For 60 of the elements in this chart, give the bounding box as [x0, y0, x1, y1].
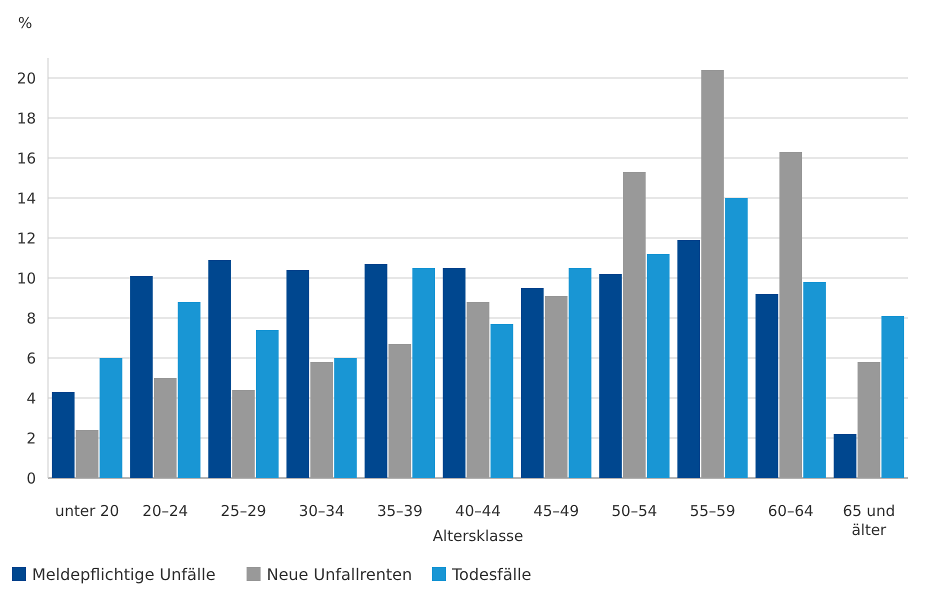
bar — [490, 324, 514, 478]
x-tick-label: 45–49 — [533, 502, 580, 520]
bar — [677, 240, 700, 478]
y-tick-label: 10 — [16, 269, 36, 288]
y-tick-label: 12 — [16, 229, 36, 248]
bar — [599, 274, 622, 478]
x-tick-label: 40–44 — [455, 502, 501, 520]
bar — [568, 268, 592, 478]
bar — [130, 276, 153, 478]
bar — [178, 302, 200, 478]
y-tick-label: 8 — [26, 309, 36, 328]
y-tick-label: 6 — [26, 349, 36, 368]
bar — [803, 282, 826, 478]
x-tick-label: 55–59 — [690, 502, 736, 520]
bar — [52, 392, 75, 478]
y-tick-label: 2 — [26, 429, 36, 448]
x-tick-label: 50–54 — [612, 502, 658, 520]
legend-label: Todesfälle — [451, 565, 532, 584]
x-axis-title: Altersklasse — [432, 527, 524, 545]
y-tick-label: 18 — [16, 109, 36, 128]
bar — [779, 152, 802, 478]
y-tick-label: 16 — [16, 149, 36, 168]
bar — [544, 296, 568, 478]
bar — [756, 294, 778, 478]
bar — [154, 378, 177, 478]
bar — [725, 198, 748, 478]
bar — [310, 362, 333, 478]
bar — [466, 302, 490, 478]
bar — [208, 260, 231, 478]
bar — [232, 390, 255, 478]
y-axis-title: % — [18, 14, 32, 32]
x-tick-label: 35–39 — [376, 502, 423, 520]
x-tick-label: 60–64 — [768, 502, 814, 520]
bar — [858, 362, 880, 478]
x-tick-label: unter 20 — [55, 502, 120, 520]
bar — [334, 358, 357, 478]
y-tick-label: 20 — [16, 69, 36, 88]
bar — [623, 172, 646, 478]
bar — [364, 264, 388, 478]
bar — [100, 358, 122, 478]
legend-label: Meldepflichtige Unfälle — [32, 565, 216, 584]
bar — [256, 330, 279, 478]
legend-label: Neue Unfallrenten — [266, 565, 412, 584]
bar — [881, 316, 904, 478]
bar — [834, 434, 856, 478]
bar — [442, 268, 466, 478]
x-tick-label: 25–29 — [220, 502, 266, 520]
bar — [646, 254, 670, 478]
bar — [388, 344, 412, 478]
bar — [521, 288, 544, 478]
x-tick-label: 20–24 — [142, 502, 188, 520]
y-tick-label: 0 — [26, 469, 36, 488]
y-tick-label: 14 — [16, 189, 36, 208]
bar — [286, 270, 310, 478]
bar — [412, 268, 435, 478]
x-tick-label: 30–34 — [298, 502, 344, 520]
bar — [76, 430, 98, 478]
x-tick-label: 65 und älter — [842, 502, 896, 539]
y-tick-label: 4 — [26, 389, 36, 408]
bar — [701, 70, 724, 478]
